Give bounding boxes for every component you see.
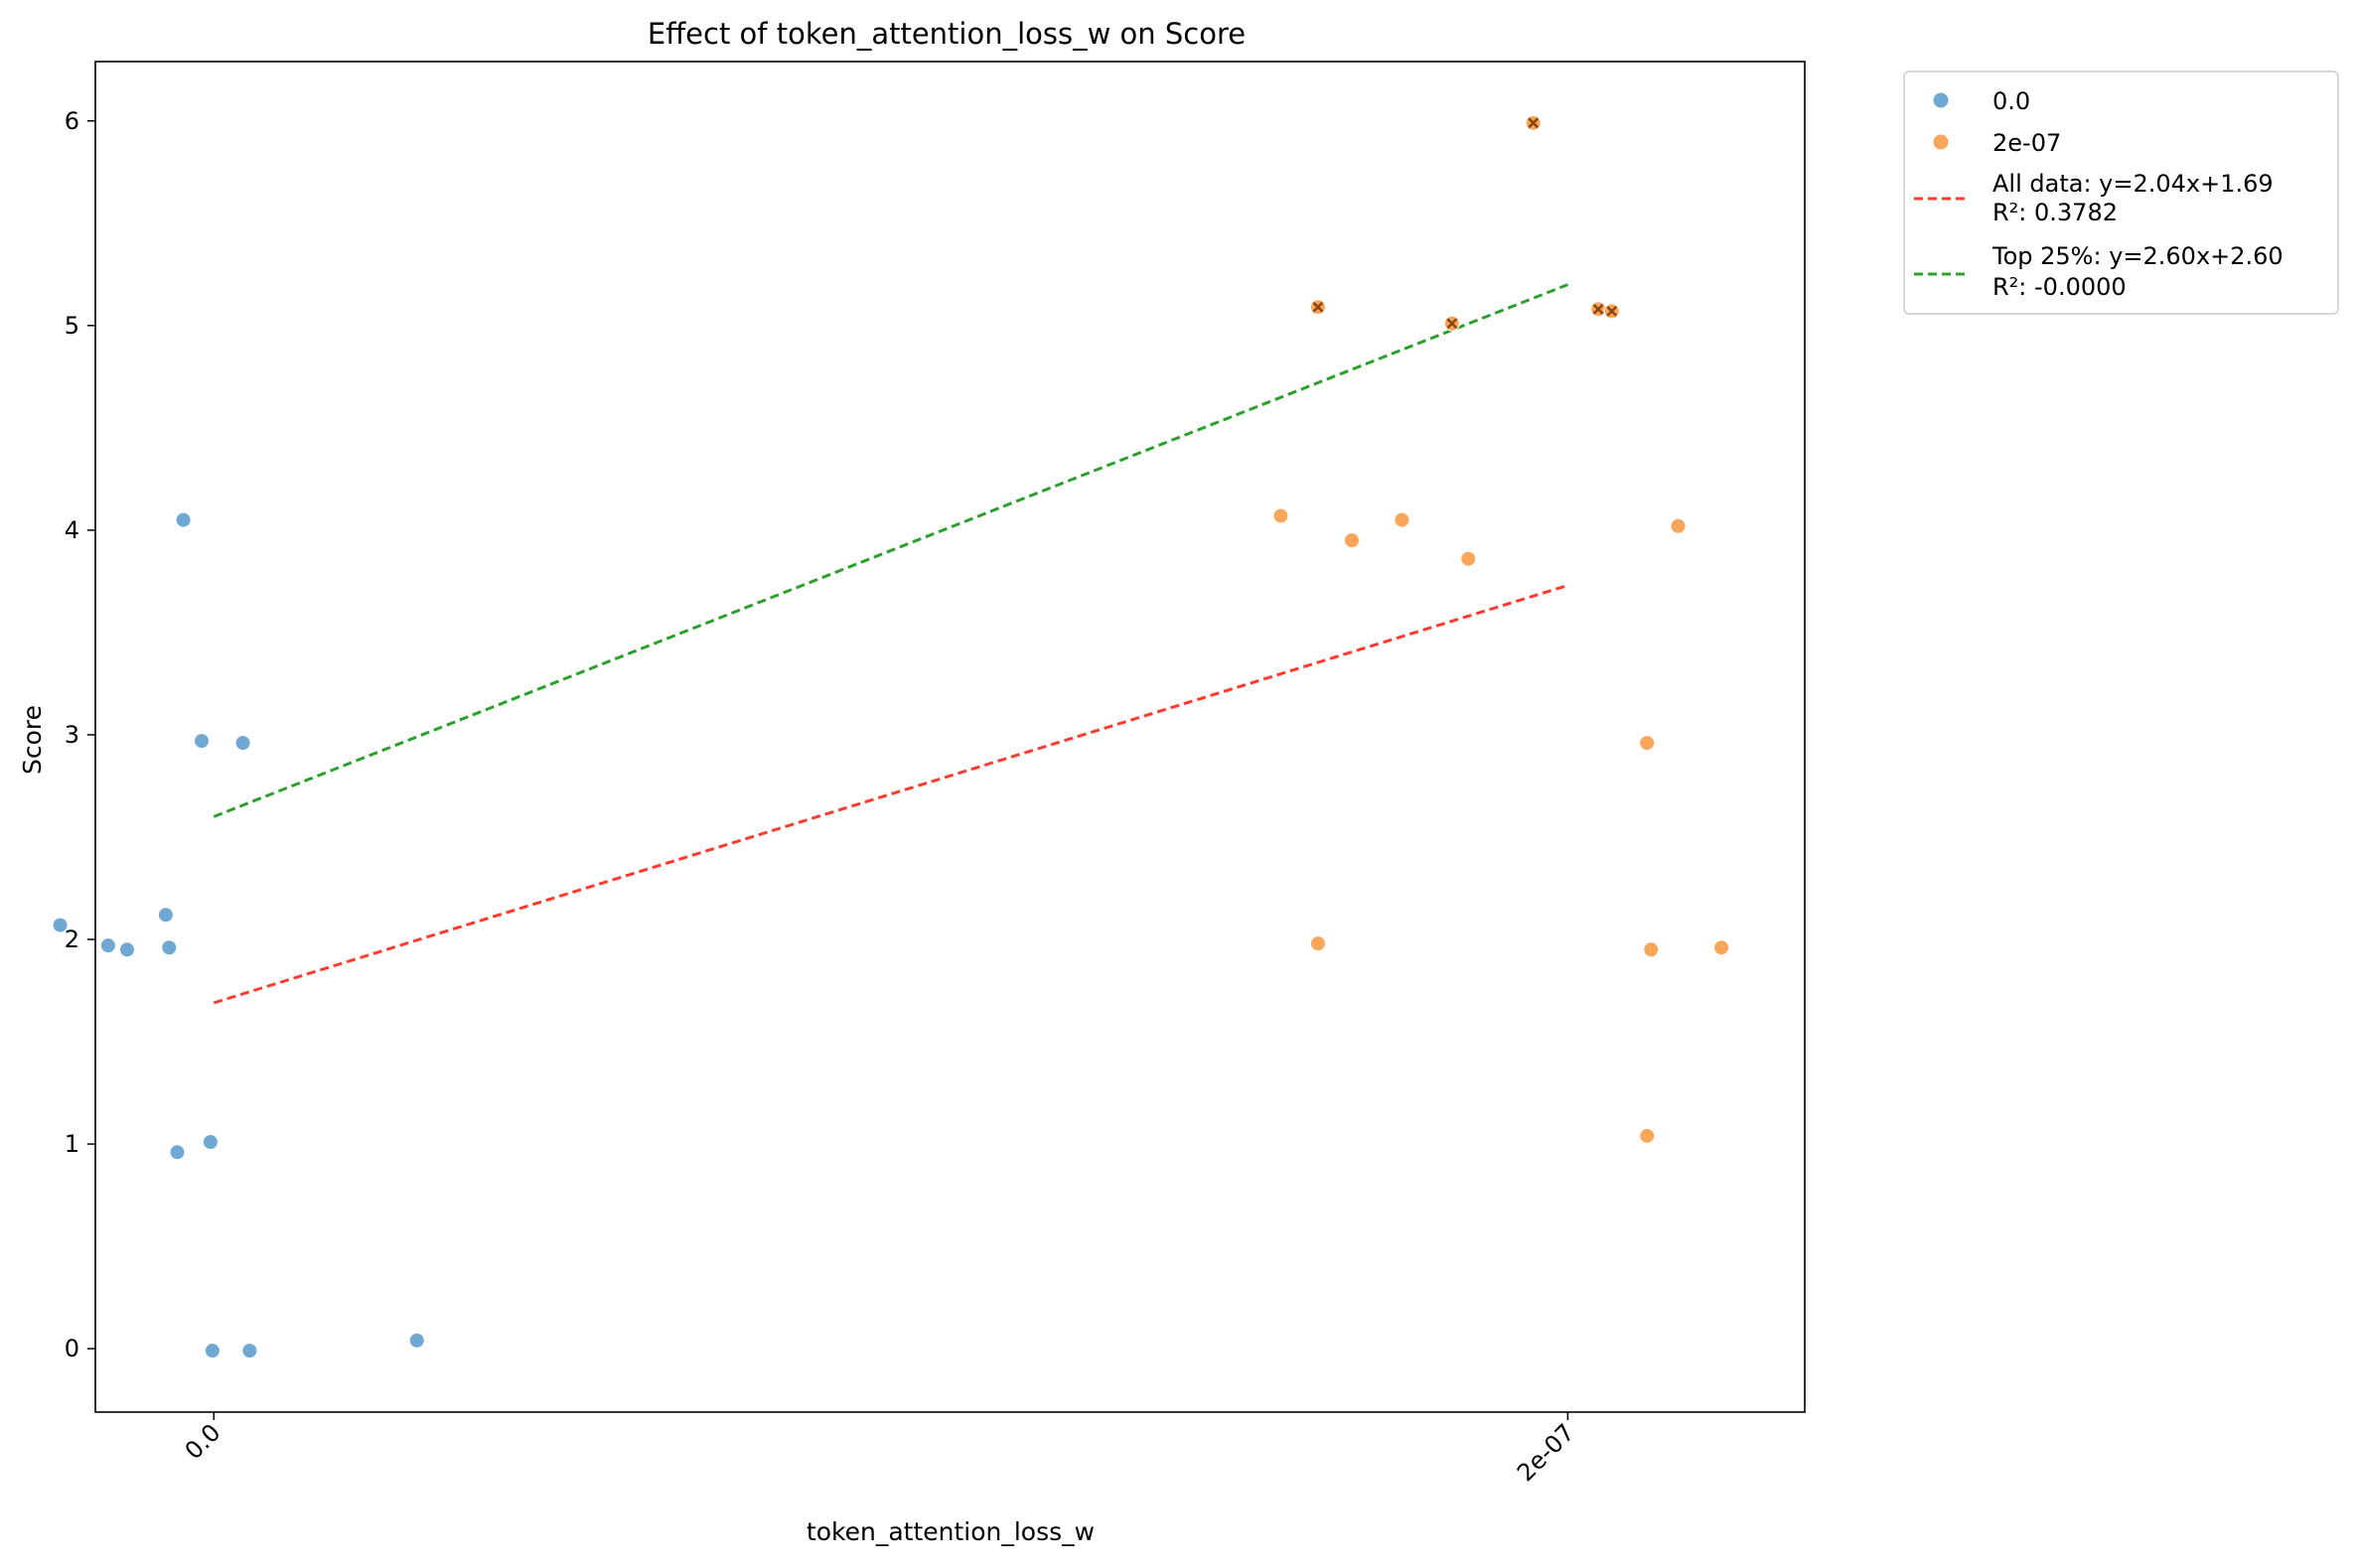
legend-label-all-data: All data: y=2.04x+1.69 [1992,170,2274,198]
highlight-x-stroke [1606,306,1618,317]
scatter-point-series-0 [169,1144,186,1161]
highlight-x-stroke [1446,318,1458,330]
highlight-x-stroke [1312,301,1324,313]
scatter-point-series-0 [99,937,116,954]
x-tick-label: 2e-07 [1512,1418,1580,1487]
scatter-point-series-1 [1309,935,1326,952]
legend-r2-top-25: R²: -0.0000 [1992,273,2127,301]
x-tick-label: 0.0 [180,1418,226,1465]
scatter-point-series-1 [1670,517,1687,534]
scatter-point-series-0 [234,735,251,752]
y-tick-label: 0 [65,1335,79,1362]
scatter-point-series-0 [204,1343,221,1359]
y-tick-label: 1 [65,1130,79,1158]
scatter-point-series-0 [408,1332,425,1349]
scatter-point-series-0 [52,917,69,933]
scatter-point-series-1 [1713,939,1730,956]
y-axis-ticks: 0 1 2 3 4 5 6 [65,107,95,1362]
legend-label-series-0: 0.0 [1992,87,2030,115]
fit-line-all-data [213,584,1568,1005]
regression-lines [213,283,1568,1005]
scatter-point-series-0 [119,941,136,958]
scatter-point-series-0 [194,733,211,750]
scatter-point-series-0 [175,511,192,528]
highlight-x-marker [1312,301,1324,313]
y-axis-label: Score [18,705,47,775]
highlight-x-stroke [1592,303,1604,315]
legend-r2-all-data: R²: 0.3782 [1992,199,2118,226]
scatter-point-series-0 [241,1343,258,1359]
scatter-point-series-1 [1344,532,1361,549]
data-points [52,114,1730,1359]
x-axis-ticks: 0.0 2e-07 [180,1412,1580,1487]
scatter-point-series-1 [1643,941,1660,958]
highlighted-points [1312,117,1618,330]
fit-line-top-25 [213,283,1568,818]
plot-area-frame [94,61,1806,1413]
highlight-x-marker [1528,117,1540,129]
chart-title: Effect of token_attention_loss_w on Scor… [648,17,1246,51]
y-tick-label: 4 [65,516,79,544]
legend: 0.0 2e-07 All data: y=2.04x+1.69 R²: 0.3… [1903,71,2339,315]
scatter-point-series-0 [157,907,174,924]
y-tick-label: 6 [65,107,79,135]
highlight-x-marker [1606,306,1618,317]
legend-marker-series-0 [1933,92,1949,108]
y-tick-label: 3 [65,721,79,749]
x-axis-label: token_attention_loss_w [807,1517,1095,1546]
highlight-x-stroke [1528,117,1540,129]
legend-marker-series-1 [1933,134,1949,150]
scatter-point-series-0 [202,1134,219,1150]
scatter-point-series-1 [1272,507,1289,524]
scatter-point-series-1 [1639,735,1656,752]
scatter-point-series-1 [1639,1127,1656,1144]
scatter-point-series-1 [1460,550,1477,567]
scatter-point-series-1 [1394,511,1410,528]
highlight-x-marker [1446,318,1458,330]
scatter-point-series-0 [161,939,178,956]
legend-label-top-25: Top 25%: y=2.60x+2.60 [1991,242,2283,270]
legend-label-series-1: 2e-07 [1992,129,2061,157]
y-tick-label: 2 [65,926,79,953]
legend-box [1903,71,2339,315]
highlight-x-marker [1592,303,1604,315]
y-tick-label: 5 [65,312,79,340]
